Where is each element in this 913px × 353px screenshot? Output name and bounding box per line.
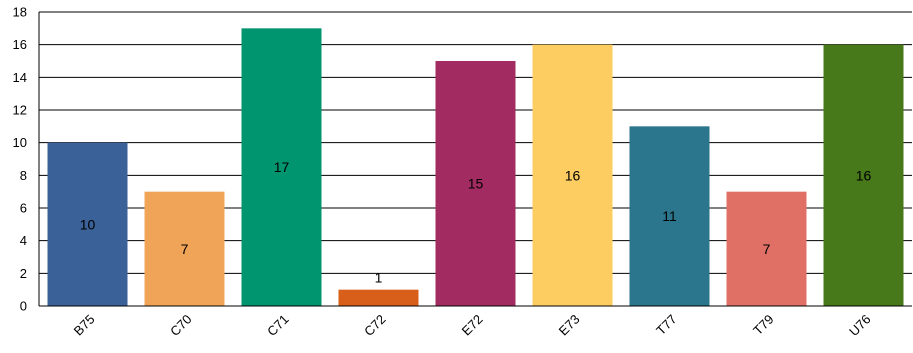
- bar-t77: [629, 126, 710, 306]
- bar-c71: [241, 28, 322, 306]
- bar-t79: [726, 191, 807, 306]
- x-tick-label: C70: [167, 312, 194, 339]
- y-tick-label: 12: [13, 103, 27, 118]
- data-label: 1: [375, 270, 383, 286]
- x-tick-label: C72: [361, 312, 388, 339]
- y-tick-label: 14: [13, 70, 27, 85]
- y-tick-label: 4: [20, 233, 27, 248]
- x-tick-label: E73: [556, 312, 583, 339]
- y-tick-label: 8: [20, 168, 27, 183]
- y-tick-label: 10: [13, 135, 27, 150]
- data-label: 10: [80, 216, 96, 232]
- x-tick-label: C71: [264, 312, 291, 339]
- data-label: 7: [181, 241, 189, 257]
- x-tick-label: B75: [71, 312, 98, 339]
- data-labels: 10 7 17 1 15 16 11 7 16: [80, 159, 872, 285]
- x-tick-label: E72: [459, 312, 486, 339]
- data-label: 11: [662, 208, 677, 224]
- x-tick-label: T79: [750, 312, 776, 338]
- x-tick-label: U76: [846, 312, 873, 339]
- data-label: 17: [274, 159, 290, 175]
- bar-b75: [47, 142, 128, 306]
- bar-e72: [435, 61, 516, 306]
- y-tick-label: 0: [20, 299, 27, 314]
- bars: [47, 28, 904, 307]
- data-label: 7: [763, 241, 771, 257]
- bar-c70: [144, 191, 225, 306]
- data-label: 16: [565, 167, 581, 183]
- y-tick-label: 16: [13, 37, 27, 52]
- y-tick-label: 6: [20, 201, 27, 216]
- bar-e73: [532, 44, 613, 307]
- x-tick-label: T77: [653, 312, 679, 338]
- data-label: 16: [856, 167, 872, 183]
- bar-c72: [338, 289, 419, 306]
- bar-u76: [823, 44, 904, 307]
- y-tick-label: 18: [13, 5, 27, 20]
- data-label: 15: [468, 176, 484, 192]
- y-tick-label: 2: [20, 266, 27, 281]
